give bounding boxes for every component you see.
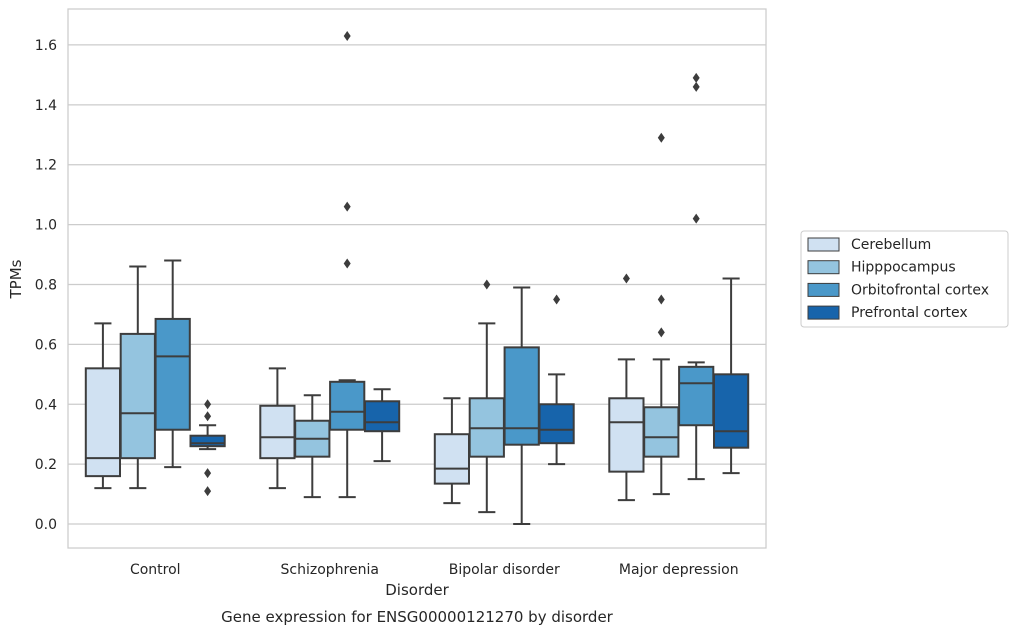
outlier-point	[622, 273, 630, 284]
box-iqr	[712, 373, 750, 449]
x-tick-label: Bipolar disorder	[449, 562, 560, 578]
outlier-point	[343, 258, 351, 269]
y-tick-labels: 0.0 0.2 0.4 0.6 0.8 1.0 1.2 1.4 1.6	[35, 38, 57, 533]
outlier-point	[692, 213, 700, 224]
box-iqr	[678, 365, 715, 427]
box-group	[294, 394, 331, 499]
box-group	[468, 279, 505, 514]
y-tick-label: 1.4	[35, 98, 57, 114]
outlier-point	[692, 81, 700, 92]
y-tick-label: 1.2	[35, 158, 57, 174]
y-tick-label: 0.0	[35, 517, 57, 533]
x-tick-labels: Control Schizophrenia Bipolar disorder Majo…	[130, 562, 739, 578]
legend-label: Hipppocampus	[851, 260, 956, 276]
outlier-point	[657, 327, 665, 338]
box-group	[259, 367, 296, 490]
outlier-point	[343, 201, 351, 212]
legend-label: Prefrontal cortex	[851, 305, 968, 321]
legend-swatch	[807, 260, 840, 275]
y-tick-label: 0.6	[35, 337, 57, 353]
box-iqr	[154, 317, 191, 431]
x-tick-label: Control	[130, 562, 181, 578]
box-group	[608, 273, 645, 502]
box-group	[84, 322, 122, 490]
box-group	[643, 132, 680, 496]
box-group	[329, 30, 366, 499]
box-group	[154, 259, 191, 469]
box-iqr	[503, 346, 540, 446]
box-group	[189, 399, 226, 497]
box-group	[363, 388, 401, 463]
outlier-point	[204, 411, 212, 422]
x-axis-label: Disorder	[385, 581, 449, 599]
legend-swatch	[807, 237, 840, 252]
legend: Cerebellum Hipppocampus Orbitofrontal cort…	[800, 230, 1009, 328]
x-tick-label: Major depression	[619, 562, 739, 578]
box-iqr	[433, 433, 471, 485]
y-tick-label: 0.4	[35, 397, 57, 413]
legend-frame	[800, 230, 1009, 328]
box-iqr	[329, 380, 366, 431]
outlier-point	[657, 294, 665, 305]
box-iqr	[538, 403, 575, 445]
box-group	[503, 286, 540, 526]
box-iqr	[84, 367, 122, 478]
outlier-point	[204, 399, 212, 410]
y-tick-label: 0.2	[35, 457, 57, 473]
box-iqr	[363, 400, 401, 433]
y-tick-label: 0.8	[35, 277, 57, 293]
box-iqr	[259, 404, 296, 460]
outlier-point	[692, 72, 700, 83]
box-group	[678, 72, 715, 481]
box-group	[538, 294, 575, 466]
outlier-point	[204, 468, 212, 479]
box-iqr	[643, 406, 680, 458]
box-iqr	[608, 397, 645, 473]
chart-caption: Gene expression for ENSG00000121270 by d…	[221, 608, 614, 626]
box-iqr	[189, 434, 226, 448]
plot-frame	[67, 8, 767, 549]
box-group	[433, 397, 471, 505]
x-tick-label: Schizophrenia	[281, 562, 379, 578]
outlier-point	[657, 132, 665, 143]
y-tick-label: 1.0	[35, 218, 57, 234]
box-group	[119, 265, 156, 490]
legend-label: Cerebellum	[851, 237, 931, 253]
outlier-point	[343, 30, 351, 41]
outlier-point	[204, 486, 212, 497]
outlier-point	[553, 294, 561, 305]
y-tick-label: 1.6	[35, 38, 57, 54]
legend-label: Orbitofrontal cortex	[851, 282, 989, 298]
legend-swatch	[807, 305, 840, 320]
boxes	[84, 30, 750, 526]
y-axis-label: TPMs	[7, 259, 25, 299]
outlier-point	[483, 279, 491, 290]
legend-swatch	[807, 282, 840, 297]
box-group	[712, 277, 750, 475]
box-iqr	[119, 332, 156, 460]
